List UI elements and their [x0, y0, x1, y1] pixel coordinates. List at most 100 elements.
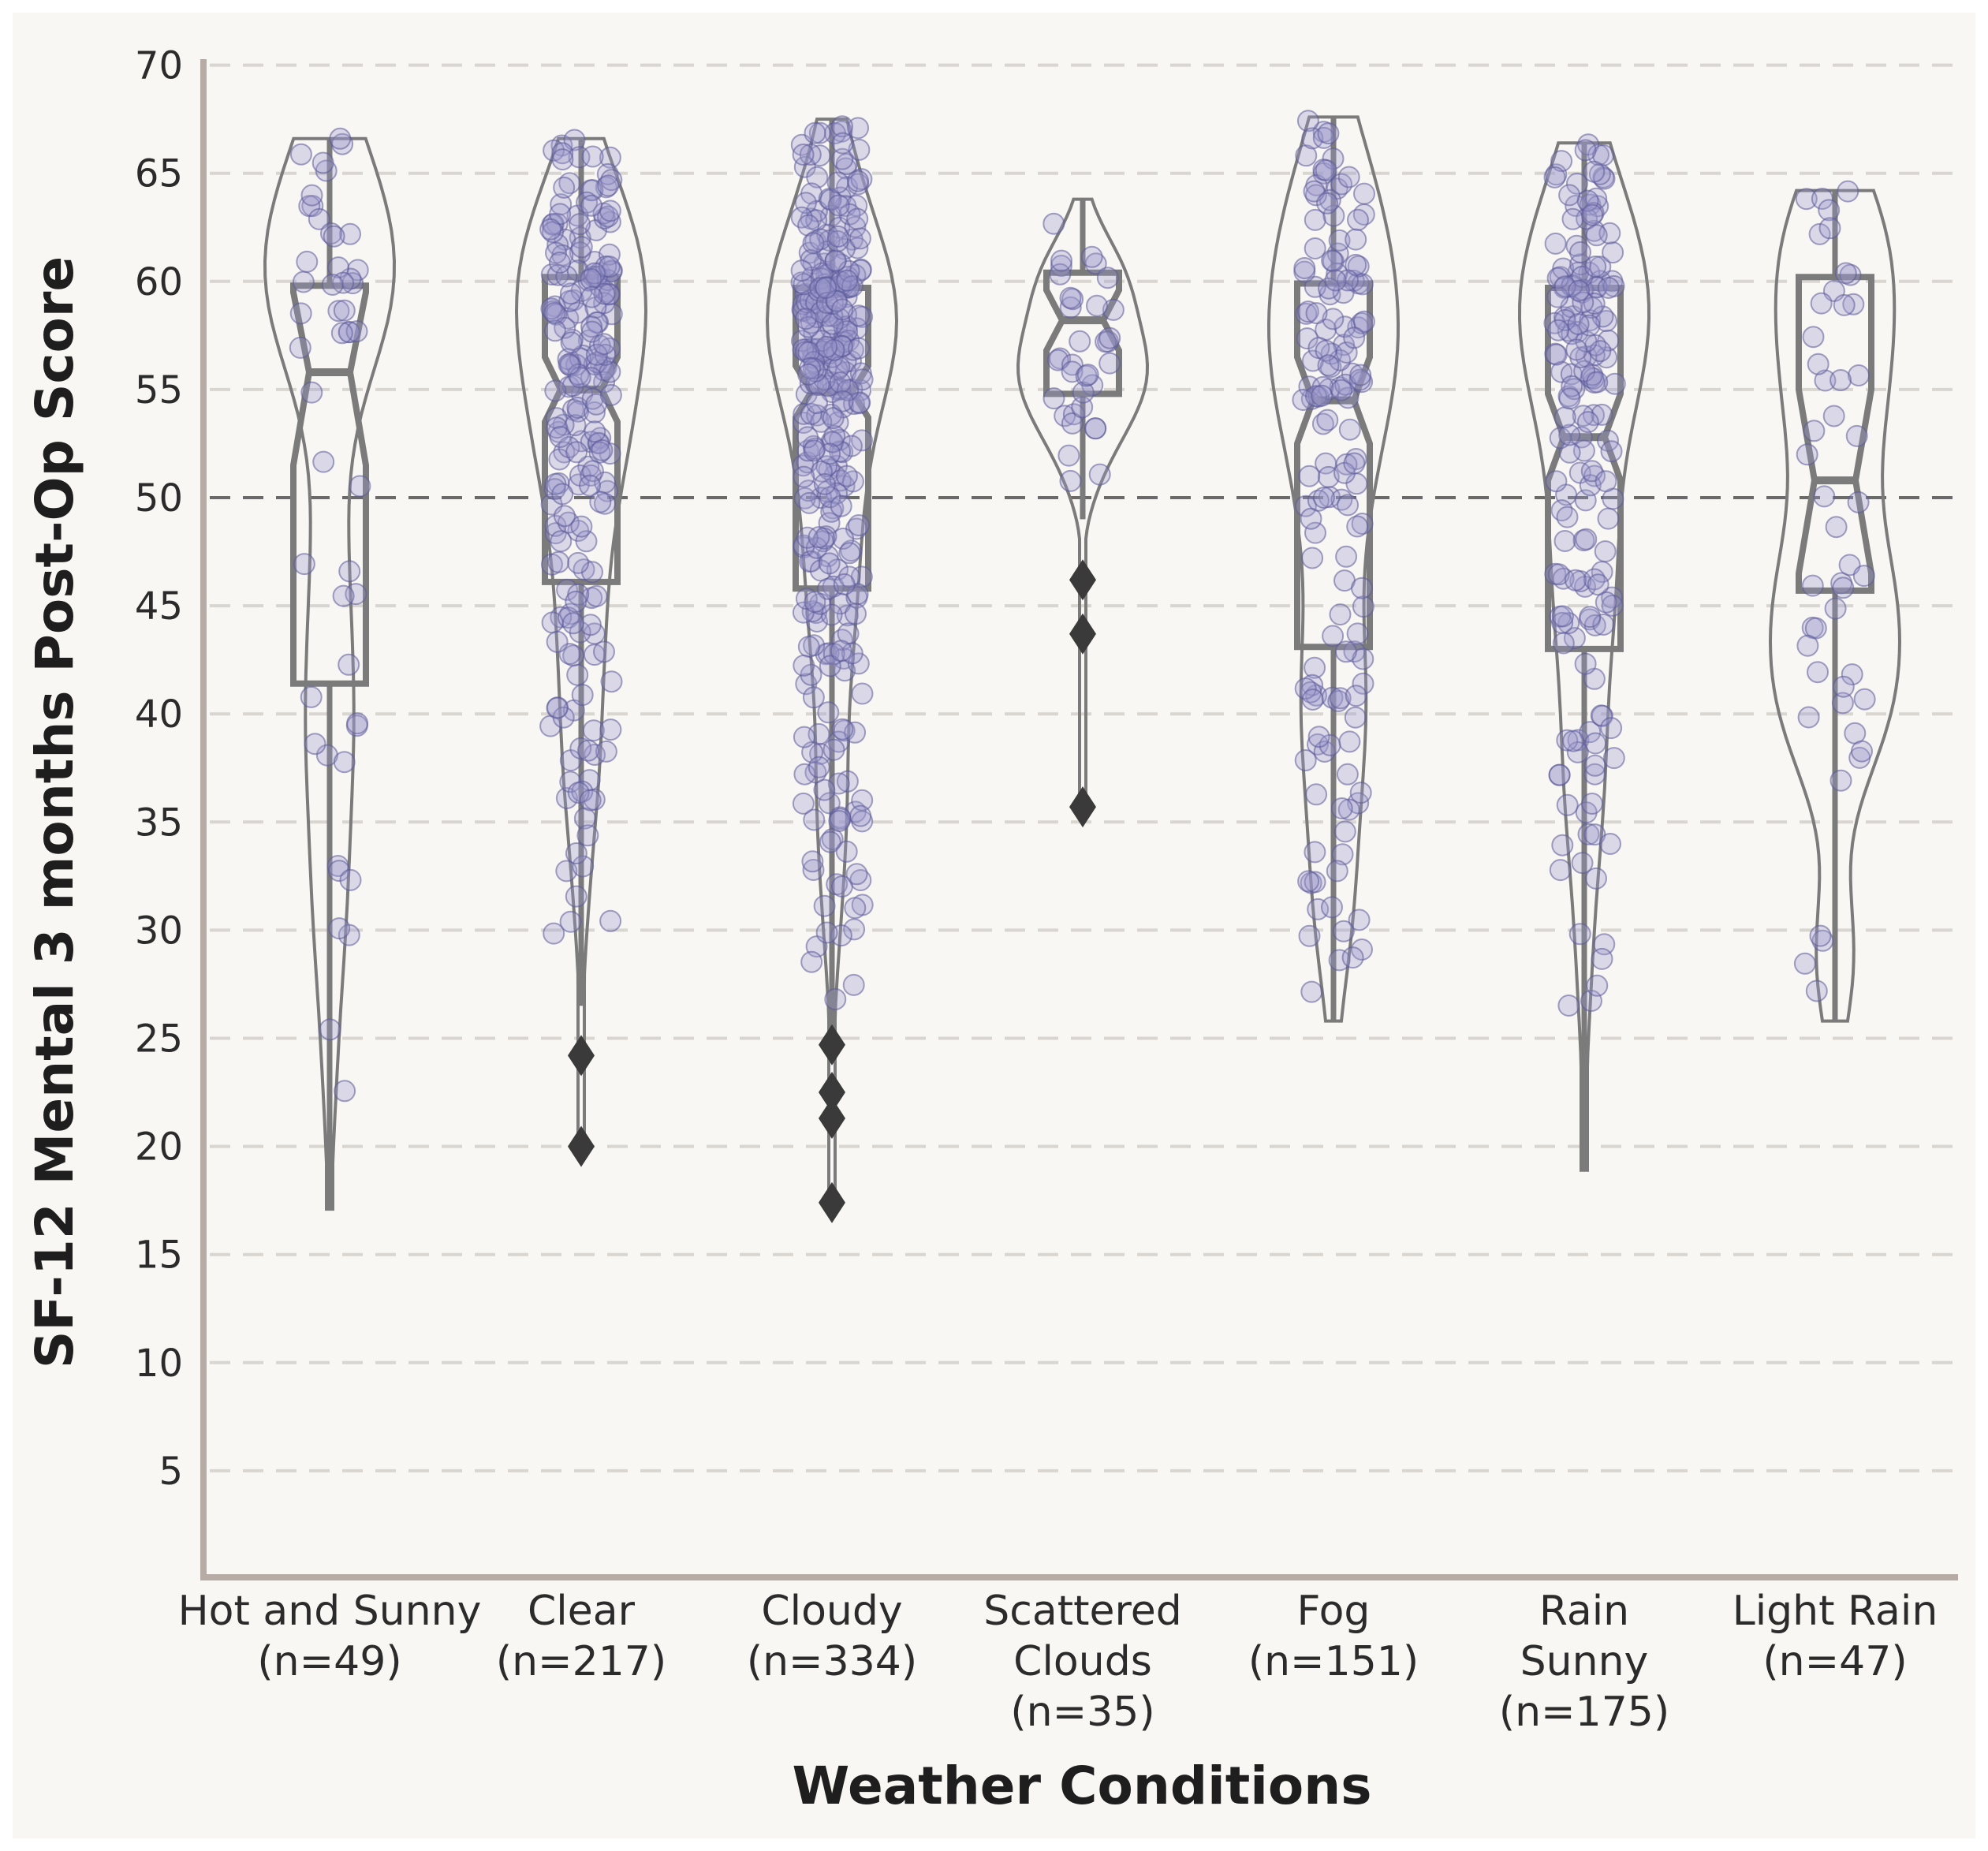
data-point — [1600, 717, 1623, 740]
data-point — [1352, 672, 1374, 695]
y-tick-label: 45 — [135, 584, 183, 629]
data-point — [1818, 217, 1841, 240]
data-point — [847, 170, 869, 192]
data-point — [595, 740, 617, 763]
data-point — [565, 441, 588, 464]
data-point — [1833, 293, 1856, 316]
data-point — [599, 909, 622, 932]
data-point — [1324, 269, 1347, 292]
x-tick-label: (n=35) — [1010, 1689, 1154, 1736]
data-point — [827, 772, 850, 795]
data-point — [1550, 150, 1573, 173]
data-point — [1797, 706, 1820, 729]
data-point — [790, 259, 813, 282]
data-point — [801, 850, 824, 873]
data-point — [1583, 160, 1606, 183]
data-point — [599, 383, 622, 406]
data-point — [1346, 622, 1369, 645]
data-point — [800, 950, 823, 973]
data-point — [1581, 793, 1603, 815]
data-point — [813, 894, 836, 917]
data-point — [1321, 249, 1344, 272]
data-point — [1802, 326, 1825, 349]
data-point — [1311, 384, 1333, 407]
data-point — [813, 778, 836, 801]
label-layer: Hot and Sunny(n=49)Clear(n=217)Cloudy(n=… — [178, 1588, 1938, 1736]
data-point — [1591, 305, 1614, 328]
data-point — [593, 371, 616, 394]
data-point — [1059, 469, 1082, 492]
data-point — [1793, 952, 1816, 975]
data-point — [1556, 506, 1579, 528]
data-point — [1315, 159, 1337, 181]
box-notched — [1796, 274, 1874, 594]
violin-outline — [1016, 197, 1150, 811]
data-point — [553, 176, 576, 199]
data-point — [311, 151, 334, 174]
data-point — [292, 271, 315, 293]
data-point — [312, 450, 335, 473]
data-point — [1292, 389, 1315, 411]
data-point — [1829, 769, 1852, 792]
data-point — [1294, 494, 1317, 517]
data-point — [804, 121, 826, 144]
data-point — [797, 363, 820, 386]
data-point — [321, 274, 344, 296]
data-point — [1294, 749, 1317, 771]
data-point — [806, 392, 828, 415]
data-point — [598, 243, 621, 266]
data-point — [1602, 747, 1625, 770]
data-point — [1602, 241, 1624, 264]
y-tick-label: 40 — [135, 692, 183, 737]
data-point — [320, 222, 342, 244]
data-point — [1304, 841, 1326, 864]
data-point — [840, 435, 863, 457]
data-point — [830, 875, 853, 898]
data-point — [823, 424, 846, 447]
data-point — [1807, 353, 1829, 375]
data-point — [1595, 470, 1617, 493]
data-point — [549, 426, 572, 448]
data-point — [1343, 640, 1366, 663]
data-point — [1579, 606, 1602, 629]
data-point — [1568, 923, 1591, 946]
data-point — [565, 885, 587, 908]
data-point — [1543, 166, 1566, 188]
data-point — [1343, 452, 1366, 475]
data-point — [580, 194, 602, 217]
data-point — [1042, 387, 1065, 410]
data-point — [1335, 545, 1358, 568]
data-point — [1801, 574, 1824, 597]
data-point — [570, 515, 593, 538]
box-notched — [290, 282, 369, 687]
data-point — [826, 225, 849, 248]
data-point — [544, 379, 567, 402]
data-point — [569, 737, 592, 759]
data-point — [1822, 405, 1845, 427]
data-point — [1818, 199, 1841, 222]
data-point — [584, 262, 606, 285]
data-point — [1601, 594, 1624, 617]
data-point — [1295, 144, 1318, 167]
data-point — [815, 335, 838, 358]
data-point — [319, 1018, 341, 1041]
outlier-marker — [819, 1072, 845, 1114]
data-point — [560, 331, 583, 354]
box-notched — [1043, 269, 1122, 397]
data-point — [579, 474, 601, 497]
data-point — [570, 236, 593, 259]
data-point — [1322, 308, 1345, 330]
outlier-marker — [568, 1035, 595, 1077]
data-point — [600, 670, 623, 693]
data-point — [1813, 485, 1836, 508]
box-notched — [1545, 285, 1624, 652]
data-point — [1584, 732, 1607, 755]
data-point — [1565, 338, 1588, 361]
data-point — [1583, 754, 1606, 777]
data-point — [546, 696, 569, 719]
data-point — [802, 859, 825, 881]
data-point — [1556, 793, 1579, 816]
axis-layer: 5 10 15 20 25 30 35 40 45 50 55 60 65 70 — [135, 44, 1958, 1580]
data-point — [842, 973, 865, 996]
